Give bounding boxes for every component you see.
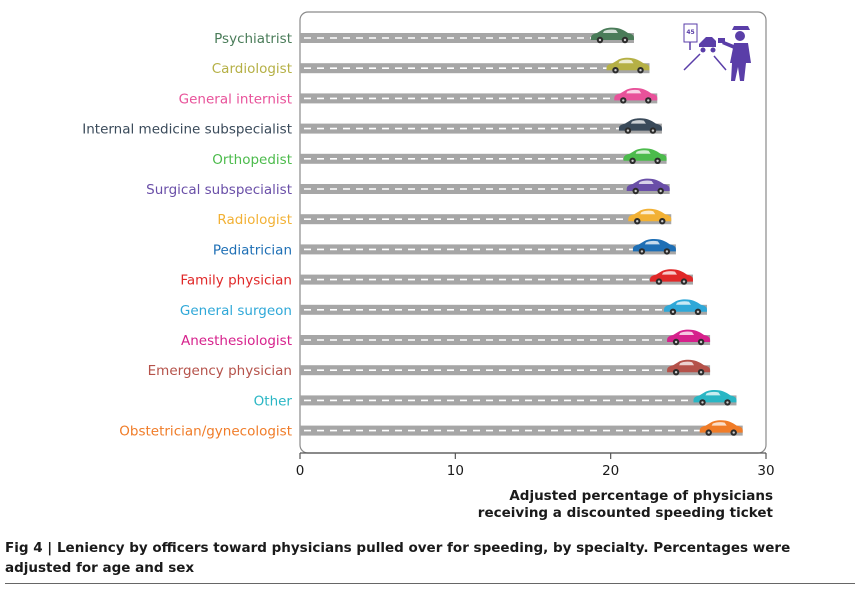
category-label: Orthopedist <box>212 152 292 168</box>
car-icon <box>693 390 737 406</box>
car-icon <box>628 208 672 225</box>
category-label: Surgical subspecialist <box>146 182 292 198</box>
car-icon <box>632 239 676 255</box>
x-tick-label: 20 <box>602 463 619 479</box>
car-icon <box>614 88 658 104</box>
figure-caption: Fig 4 | Leniency by officers toward phys… <box>5 538 855 578</box>
speed-sign-text: 45 <box>686 29 694 36</box>
car-icon <box>663 299 707 315</box>
category-label: Radiologist <box>217 212 292 228</box>
category-label: Pediatrician <box>213 242 292 258</box>
x-axis: 0 10 20 30 <box>296 452 775 479</box>
category-label: Psychiatrist <box>214 31 292 47</box>
car-icon <box>606 57 650 74</box>
category-labels: Psychiatrist Cardiologist General internis… <box>82 31 292 440</box>
caption-separator: | <box>42 540 57 556</box>
car-icon <box>667 359 711 376</box>
category-label: General surgeon <box>180 303 292 319</box>
bar <box>300 184 670 194</box>
chart: Psychiatrist Cardiologist General internis… <box>82 11 775 521</box>
bar <box>300 425 743 436</box>
bar <box>300 274 693 285</box>
x-axis-label-line2: receiving a discounted speeding ticket <box>478 505 774 521</box>
car-icon <box>699 420 743 436</box>
category-label: Other <box>254 393 293 409</box>
car-icon <box>623 148 667 164</box>
category-label: General internist <box>179 91 292 107</box>
category-label: Family physician <box>180 273 292 289</box>
x-tick-label: 0 <box>296 463 305 479</box>
police-officer-icon: 45 <box>683 23 751 81</box>
plot-frame <box>299 11 767 454</box>
bar <box>300 123 662 134</box>
car-icon <box>649 269 693 285</box>
car-icon <box>618 118 662 134</box>
bars-layer <box>300 27 743 436</box>
caption-label: Fig 4 <box>5 540 43 556</box>
category-label: Cardiologist <box>212 61 292 77</box>
bar <box>300 214 672 225</box>
x-tick-label: 10 <box>447 463 464 479</box>
category-label: Anesthesiologist <box>181 333 292 349</box>
car-icon <box>626 178 670 195</box>
category-label: Obstetrician/gynecologist <box>119 424 292 440</box>
category-label: Emergency physician <box>148 363 292 379</box>
bar <box>300 153 667 164</box>
car-icon <box>590 27 634 44</box>
x-tick-label: 30 <box>757 463 774 479</box>
x-axis-label-line1: Adjusted percentage of physicians <box>509 488 773 504</box>
caption-text: Leniency by officers toward physicians p… <box>5 540 791 576</box>
category-label: Internal medicine subspecialist <box>82 122 292 138</box>
car-icon <box>667 329 711 346</box>
caption-divider <box>5 583 855 584</box>
